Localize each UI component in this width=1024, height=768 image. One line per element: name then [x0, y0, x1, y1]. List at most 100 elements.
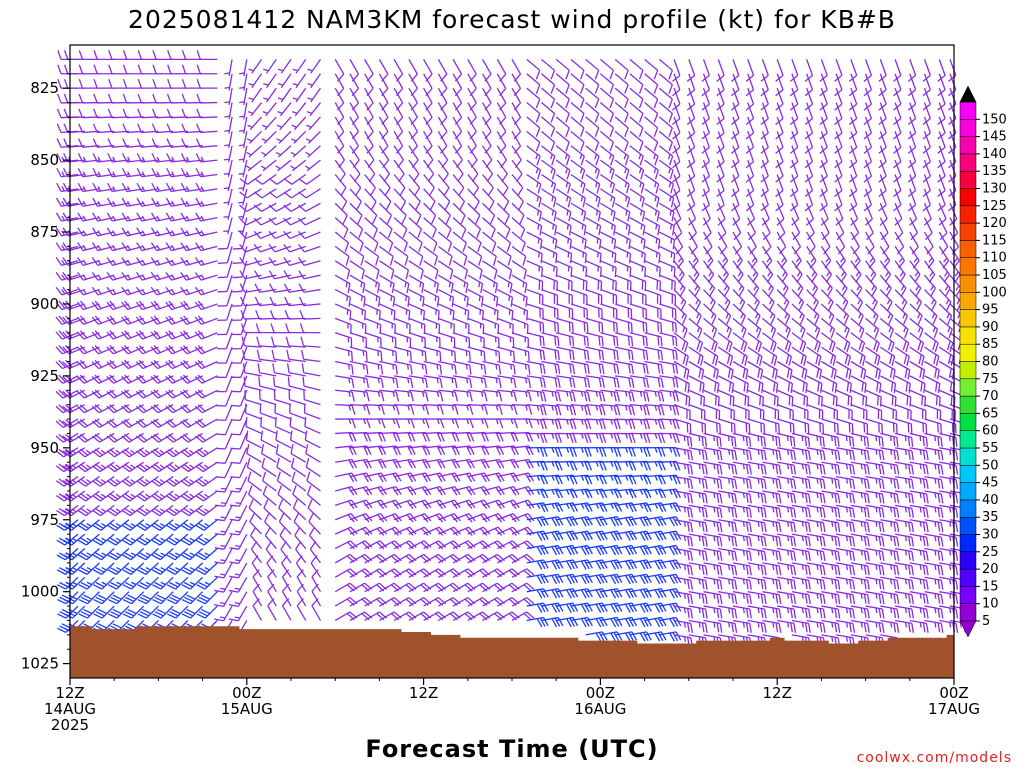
barb-feather	[139, 567, 149, 573]
barb-feather	[110, 611, 120, 617]
barb-feather	[152, 50, 157, 60]
barb-feather	[539, 336, 542, 346]
barb-feather	[272, 376, 276, 387]
wind-barb	[62, 315, 85, 325]
wind-barb	[238, 116, 248, 134]
barb-feather	[125, 596, 135, 603]
wind-barb	[218, 231, 233, 250]
barb-feather	[62, 346, 70, 355]
barb-feather	[151, 108, 157, 118]
barb-feather	[466, 377, 469, 384]
barb-feather	[61, 289, 66, 295]
barb-feather	[156, 156, 161, 162]
barb-feather	[62, 197, 69, 207]
barb-feather	[112, 245, 117, 251]
barb-feather	[194, 390, 203, 399]
barb-feather	[136, 212, 143, 222]
barb-feather	[200, 171, 205, 177]
barb-feather	[552, 238, 555, 244]
barb-feather	[183, 315, 191, 324]
barb-feather	[136, 509, 146, 517]
wind-barb	[106, 432, 130, 443]
barb-feather	[214, 518, 225, 522]
barb-feather	[195, 227, 202, 237]
barb-feather	[183, 581, 193, 588]
wind-barb	[150, 271, 174, 281]
barb-feather	[224, 86, 230, 89]
wind-barb	[165, 300, 189, 311]
barb-feather	[124, 389, 132, 398]
wind-barb	[180, 257, 203, 266]
barb-feather	[78, 584, 88, 590]
barb-feather	[421, 377, 425, 384]
barb-feather	[121, 405, 130, 414]
barb-feather	[174, 479, 180, 484]
barb-feather	[138, 419, 147, 427]
barb-feather	[150, 405, 159, 414]
wind-barb	[136, 519, 159, 531]
barb-feather	[145, 523, 151, 527]
barb-feather	[91, 242, 99, 251]
barb-feather	[216, 419, 226, 422]
barb-feather	[82, 156, 87, 162]
barb-feather	[71, 449, 77, 454]
barb-feather	[91, 390, 100, 399]
wind-barb	[194, 389, 218, 399]
barb-feather	[126, 186, 131, 192]
barb-feather	[78, 598, 88, 605]
barb-feather	[124, 463, 133, 471]
barb-feather	[61, 156, 65, 162]
wind-barb	[165, 212, 188, 222]
wind-barb	[194, 300, 218, 311]
barb-feather	[94, 433, 103, 442]
wind-barb	[121, 212, 144, 222]
barb-feather	[79, 448, 89, 456]
barb-feather	[165, 390, 174, 399]
barb-feather	[434, 295, 437, 302]
barb-feather	[197, 478, 207, 485]
barb-feather	[165, 361, 173, 369]
barb-feather	[239, 115, 245, 118]
barb-feather	[109, 448, 118, 456]
barb-feather	[62, 450, 71, 458]
barb-feather	[150, 227, 158, 237]
barb-feather	[107, 108, 113, 118]
barb-feather	[145, 552, 151, 557]
wind-barb	[91, 315, 115, 325]
wind-barb	[55, 476, 79, 487]
barb-feather	[165, 257, 173, 266]
barb-feather	[58, 315, 66, 324]
wind-barb	[215, 447, 233, 464]
barb-staff	[225, 390, 233, 407]
barb-feather	[214, 575, 224, 579]
barb-feather	[508, 295, 511, 302]
wind-barb	[137, 576, 159, 590]
barb-feather	[65, 433, 74, 442]
barb-feather	[185, 215, 190, 221]
barb-feather	[175, 552, 181, 557]
barb-feather	[183, 552, 193, 559]
barb-feather	[230, 447, 241, 450]
barb-feather	[197, 493, 207, 500]
barb-feather	[197, 345, 206, 353]
wind-barb	[150, 300, 174, 311]
barb-feather	[480, 377, 484, 384]
barb-feather	[362, 377, 366, 384]
barb-feather	[97, 594, 107, 600]
barb-feather	[407, 377, 410, 384]
barb-feather	[106, 376, 115, 384]
barb-feather	[160, 537, 166, 542]
barb-feather	[392, 377, 395, 384]
barb-feather	[65, 404, 74, 412]
barb-feather	[122, 108, 128, 118]
barb-feather	[137, 584, 147, 590]
barb-feather	[109, 419, 118, 427]
wind-barb	[180, 227, 203, 237]
barb-feather	[130, 567, 137, 571]
wind-barb	[194, 418, 218, 429]
barb-feather	[80, 478, 89, 485]
wind-barb	[238, 131, 248, 149]
barb-feather	[197, 404, 206, 412]
barb-feather	[189, 523, 195, 527]
barb-feather	[203, 449, 209, 454]
